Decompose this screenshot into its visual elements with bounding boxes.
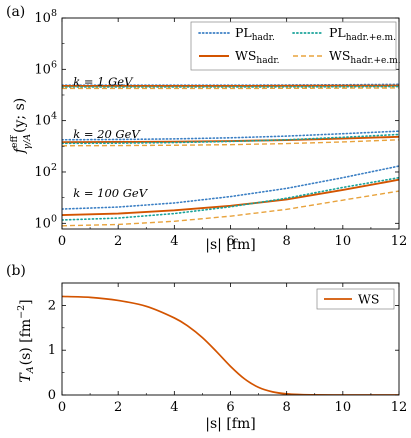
series-line-ws-hadr-e-m-k-100-gev <box>62 190 399 227</box>
x-axis-label-a: |s| [fm] <box>205 237 255 253</box>
annotation-2: k = 100 GeV <box>73 186 149 200</box>
legend-b-box <box>316 288 395 310</box>
legend-a-box <box>190 21 397 71</box>
series-line-pl-hadr-e-m-k-20-gev <box>62 133 399 145</box>
legend-a-label-0: PLhadr. <box>235 25 275 43</box>
y-tick-label-a-4: 104 <box>34 111 57 129</box>
x-tick-label-b-6: 6 <box>226 400 234 415</box>
series-line-pl-hadr-k-100-gev <box>62 165 399 210</box>
series-line-pl-hadr-k-20-gev <box>62 130 399 141</box>
series-lines-b <box>62 295 399 395</box>
x-tick-label-a-10: 10 <box>335 234 352 249</box>
y-tick-label-a-8: 108 <box>34 8 57 26</box>
annotation-1: k = 20 GeV <box>73 127 141 141</box>
series-lines-a <box>62 83 399 227</box>
panel-a: (a) k = 1 GeV k = 20 GeV k = 100 GeV 0 2 4 6 8 10… <box>6 4 407 253</box>
y-tick-label-b-0: 0 <box>48 388 56 403</box>
legend-a: PLhadr. PLhadr.+e.m. WShadr. WShadr.+e.m. <box>190 21 401 71</box>
x-tick-label-a-4: 4 <box>170 234 178 249</box>
legend-b: WS <box>316 288 395 310</box>
annotation-0: k = 1 GeV <box>73 75 134 89</box>
y-tick-label-b-1: 1 <box>48 343 56 358</box>
y-axis-label-b: TA(s) [fm−2] <box>16 299 36 382</box>
panel-label-b: (b) <box>6 263 26 279</box>
x-tick-label-b-8: 8 <box>283 400 291 415</box>
series-line-ws-hadr-k-100-gev <box>62 178 399 216</box>
legend-a-label-1: PLhadr.+e.m. <box>329 25 396 43</box>
x-tick-label-b-4: 4 <box>170 400 178 415</box>
x-tick-label-b-10: 10 <box>335 400 352 415</box>
legend-a-label-3: WShadr.+e.m. <box>329 48 401 66</box>
y-tick-label-a-6: 106 <box>34 59 57 77</box>
x-tick-label-b-0: 0 <box>58 400 66 415</box>
panel-label-a: (a) <box>6 4 25 20</box>
x-axis-label-b: |s| [fm] <box>205 416 255 432</box>
y-tick-label-a-2: 102 <box>34 162 57 180</box>
x-tick-label-b-12: 12 <box>391 400 408 415</box>
x-tick-label-a-0: 0 <box>58 234 66 249</box>
series-line-ws-hadr-e-m-k-20-gev <box>62 139 399 147</box>
series-line-pl-hadr-e-m-k-100-gev <box>62 176 399 221</box>
y-tick-label-b-2: 2 <box>48 298 56 313</box>
y-axis-label-a: feff γ/A(y; s) <box>9 98 33 155</box>
x-tick-label-a-2: 2 <box>114 234 122 249</box>
legend-b-label-0: WS <box>358 292 379 307</box>
x-tick-label-a-6: 6 <box>226 234 234 249</box>
x-tick-label-a-12: 12 <box>391 234 408 249</box>
legend-a-label-2: WShadr. <box>235 48 280 66</box>
x-tick-label-a-8: 8 <box>283 234 291 249</box>
x-tick-label-b-2: 2 <box>114 400 122 415</box>
series-line-ws <box>62 295 399 395</box>
y-tick-label-a-0: 100 <box>34 213 57 231</box>
